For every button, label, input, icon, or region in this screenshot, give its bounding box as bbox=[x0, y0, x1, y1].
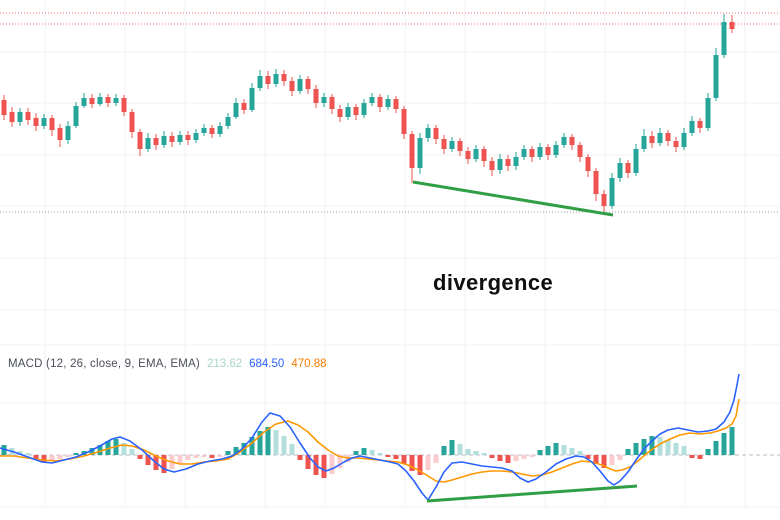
divergence-annotation[interactable]: divergence bbox=[433, 270, 554, 295]
chart-grid bbox=[0, 0, 780, 508]
macd-histogram-value: 213.62 bbox=[206, 358, 243, 370]
macd-histogram bbox=[1, 427, 735, 478]
macd-signal-value: 470.88 bbox=[291, 358, 327, 370]
macd-line-value: 684.50 bbox=[249, 358, 285, 370]
macd-legend[interactable]: MACD (12, 26, close, 9, EMA, EMA) 213.62 6… bbox=[8, 357, 327, 371]
price-candles bbox=[1, 14, 735, 213]
price-trendline[interactable] bbox=[412, 180, 614, 217]
macd-legend-title: MACD (12, 26, close, 9, EMA, EMA) bbox=[8, 358, 200, 370]
resistance-lines bbox=[0, 12, 780, 25]
macd-trendline[interactable] bbox=[426, 484, 638, 503]
macd-signal-line bbox=[0, 398, 740, 483]
macd-line bbox=[0, 373, 740, 501]
